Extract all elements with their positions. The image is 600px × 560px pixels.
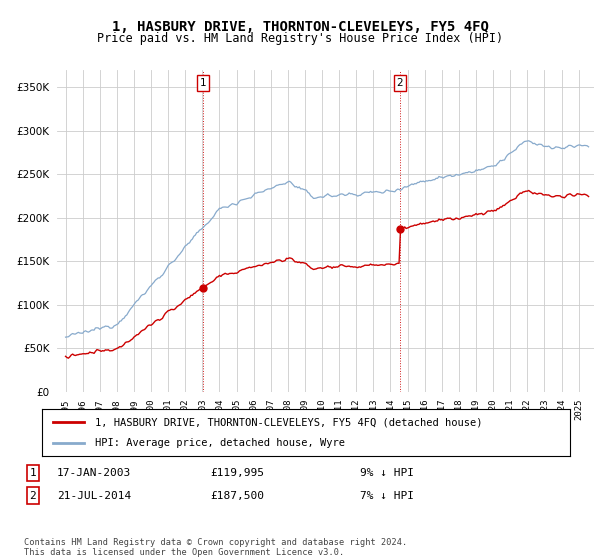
Text: Contains HM Land Registry data © Crown copyright and database right 2024.
This d: Contains HM Land Registry data © Crown c… <box>24 538 407 557</box>
Text: £187,500: £187,500 <box>210 491 264 501</box>
Text: 1: 1 <box>29 468 37 478</box>
Text: £119,995: £119,995 <box>210 468 264 478</box>
Text: 1: 1 <box>200 78 206 88</box>
Text: 21-JUL-2014: 21-JUL-2014 <box>57 491 131 501</box>
Text: 17-JAN-2003: 17-JAN-2003 <box>57 468 131 478</box>
Text: 1, HASBURY DRIVE, THORNTON-CLEVELEYS, FY5 4FQ (detached house): 1, HASBURY DRIVE, THORNTON-CLEVELEYS, FY… <box>95 417 482 427</box>
Text: 1, HASBURY DRIVE, THORNTON-CLEVELEYS, FY5 4FQ: 1, HASBURY DRIVE, THORNTON-CLEVELEYS, FY… <box>112 20 488 34</box>
Text: HPI: Average price, detached house, Wyre: HPI: Average price, detached house, Wyre <box>95 438 345 448</box>
Text: 2: 2 <box>397 78 403 88</box>
Text: 2: 2 <box>29 491 37 501</box>
Text: 7% ↓ HPI: 7% ↓ HPI <box>360 491 414 501</box>
Text: 9% ↓ HPI: 9% ↓ HPI <box>360 468 414 478</box>
Text: Price paid vs. HM Land Registry's House Price Index (HPI): Price paid vs. HM Land Registry's House … <box>97 32 503 45</box>
